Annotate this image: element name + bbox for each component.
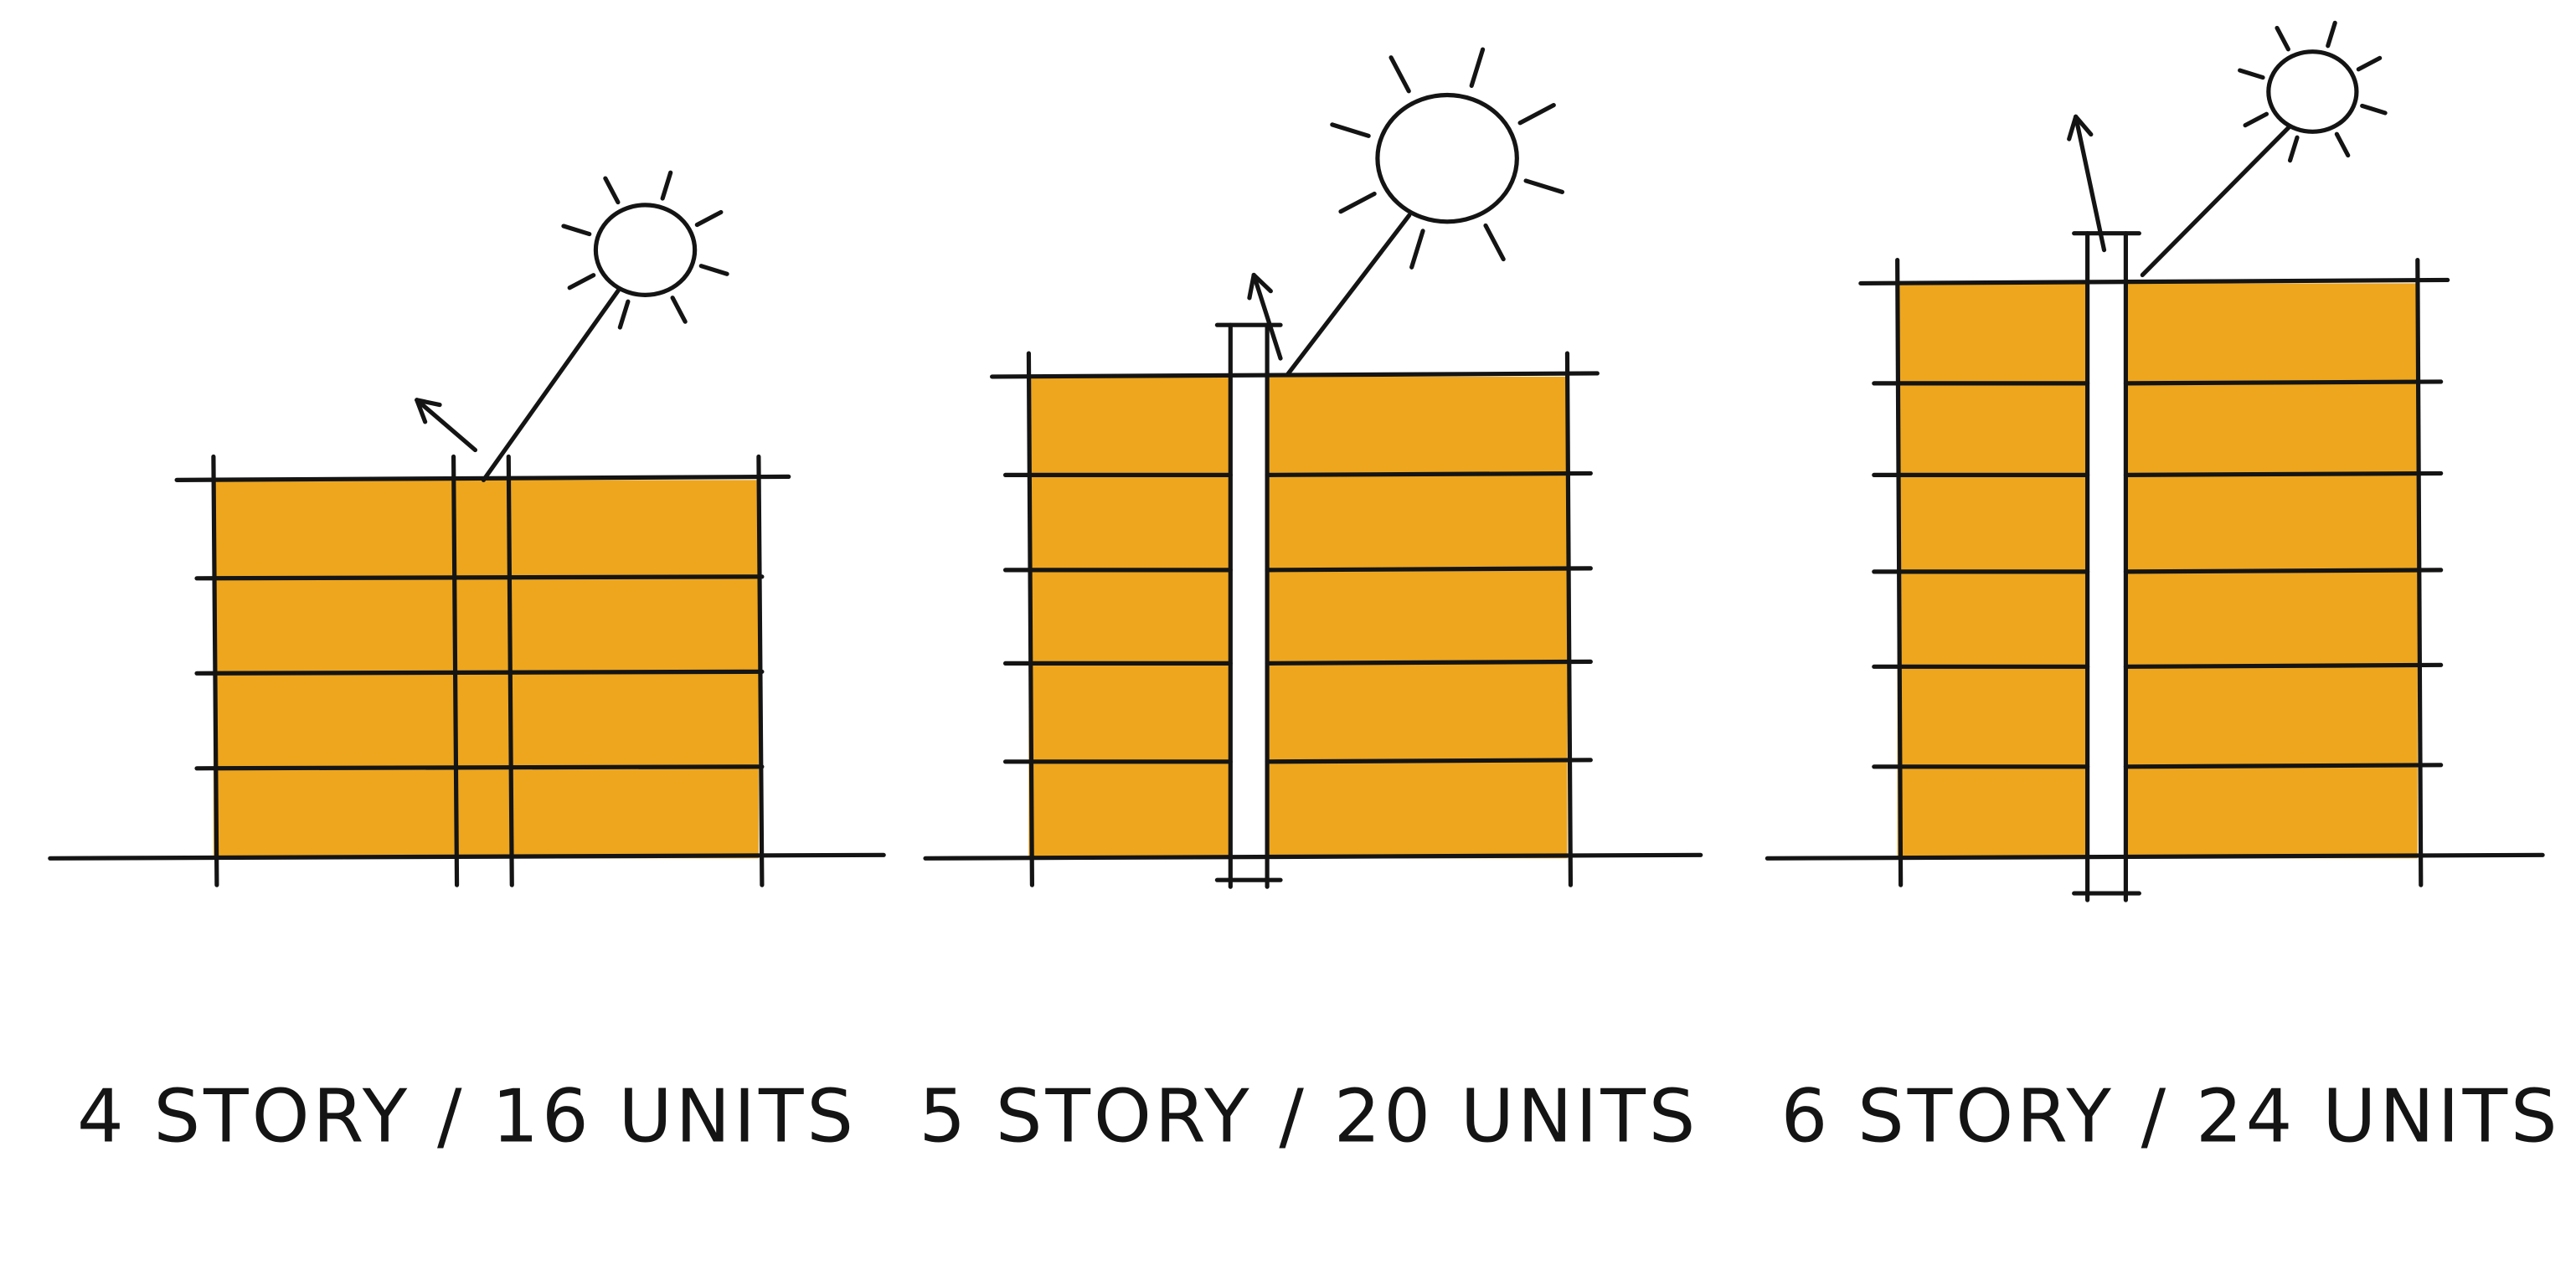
sun-ray	[2243, 111, 2269, 128]
sun-ray-line	[481, 288, 621, 482]
sun-ray-line	[1285, 213, 1412, 378]
arrow-head	[1247, 272, 1256, 301]
sun-ray	[2238, 68, 2265, 80]
arrow-head	[1251, 272, 1273, 294]
sun	[2266, 49, 2359, 134]
column-line	[451, 454, 460, 887]
sun-ray	[1409, 229, 1425, 270]
caption: 6 STORY / 24 UNITS	[1781, 1074, 2561, 1159]
building-block	[1028, 376, 1231, 859]
floor-line	[2123, 470, 2444, 477]
sun-ray	[694, 209, 724, 228]
floor-line	[1265, 659, 1593, 666]
sun-ray	[670, 296, 688, 324]
ground-line	[1765, 852, 2545, 861]
floor-line	[2123, 662, 2444, 669]
sun-ray	[698, 264, 729, 276]
sun-ray	[1469, 47, 1486, 88]
arrow	[1251, 272, 1283, 361]
roof-line	[1858, 277, 2450, 286]
arrow-head	[415, 398, 428, 424]
sun-ray	[1517, 103, 1556, 126]
floor-line	[1265, 758, 1593, 764]
floor-line	[2123, 763, 2444, 769]
sun-ray	[1388, 55, 1411, 94]
column-line	[1026, 351, 1034, 887]
floor-line	[194, 669, 765, 676]
column-line	[211, 454, 219, 887]
caption: 4 STORY / 16 UNITS	[77, 1074, 857, 1159]
ground-line	[48, 852, 886, 861]
column-line	[506, 454, 514, 887]
floor-line	[1265, 566, 1593, 573]
sun-ray	[1330, 122, 1371, 138]
sun-ray	[2360, 103, 2388, 116]
sun-ray	[617, 299, 631, 330]
sun	[1375, 92, 1519, 224]
sun-ray	[2326, 20, 2337, 49]
column-line	[756, 454, 765, 887]
sun-ray	[603, 176, 621, 205]
column-line	[1895, 257, 1904, 887]
sun-ray	[1483, 223, 1506, 262]
building-block	[213, 480, 759, 859]
sun	[593, 203, 698, 297]
sun-ray	[1523, 178, 1565, 194]
sketches	[48, 20, 2545, 902]
floor-line	[2123, 379, 2444, 386]
building-block	[1267, 376, 1568, 859]
floor-line	[1265, 470, 1593, 477]
arrow	[2074, 114, 2107, 253]
arrow-head	[2067, 114, 2079, 141]
sun-ray	[2356, 55, 2383, 72]
arrow-head	[2074, 114, 2094, 137]
sun-ray-line	[2140, 125, 2291, 278]
arrow	[415, 398, 478, 453]
arrow-head	[415, 398, 442, 408]
sun-ray	[660, 170, 673, 201]
column-line	[2415, 257, 2424, 887]
sun-ray	[2275, 25, 2290, 52]
sun-ray	[2334, 131, 2351, 158]
sun-ray	[2287, 135, 2300, 163]
column-line	[1564, 351, 1574, 887]
floor-line	[2123, 568, 2444, 574]
sun-ray	[561, 224, 592, 237]
roof-line	[990, 371, 1600, 379]
caption: 5 STORY / 20 UNITS	[919, 1074, 1698, 1159]
floor-line	[194, 764, 765, 771]
sun-ray	[567, 273, 596, 290]
floor-line	[194, 574, 765, 581]
sun-ray	[1338, 191, 1377, 214]
